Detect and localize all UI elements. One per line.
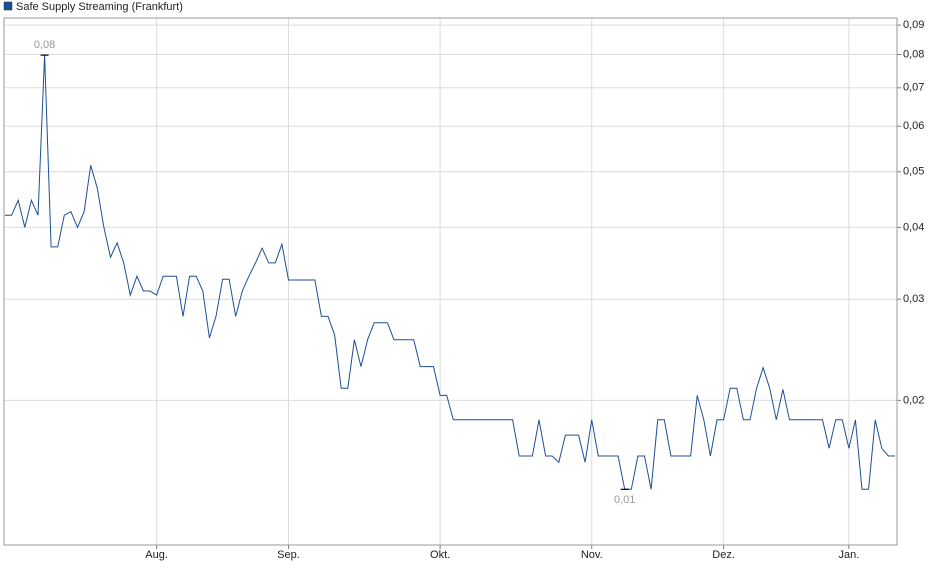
y-tick-label: 0,02 — [903, 394, 924, 406]
x-tick-label: Jan. — [838, 549, 859, 561]
x-tick-label: Aug. — [145, 549, 168, 561]
y-tick-label: 0,09 — [903, 19, 924, 31]
y-tick-label: 0,08 — [903, 48, 924, 60]
y-tick-label: 0,06 — [903, 120, 924, 132]
x-tick-label: Dez. — [712, 549, 735, 561]
y-tick-label: 0,05 — [903, 166, 924, 178]
value-label: 0,08 — [34, 39, 55, 51]
x-tick-label: Okt. — [430, 549, 450, 561]
y-tick-label: 0,04 — [903, 221, 924, 233]
x-tick-label: Sep. — [277, 549, 300, 561]
legend-label: Safe Supply Streaming (Frankfurt) — [16, 1, 183, 13]
legend-swatch — [3, 1, 13, 11]
price-line — [5, 55, 895, 490]
plot-frame — [3, 17, 898, 546]
y-tick-label: 0,07 — [903, 82, 924, 94]
x-tick-label: Nov. — [581, 549, 603, 561]
value-label: 0,01 — [614, 494, 635, 506]
y-tick-label: 0,03 — [903, 293, 924, 305]
